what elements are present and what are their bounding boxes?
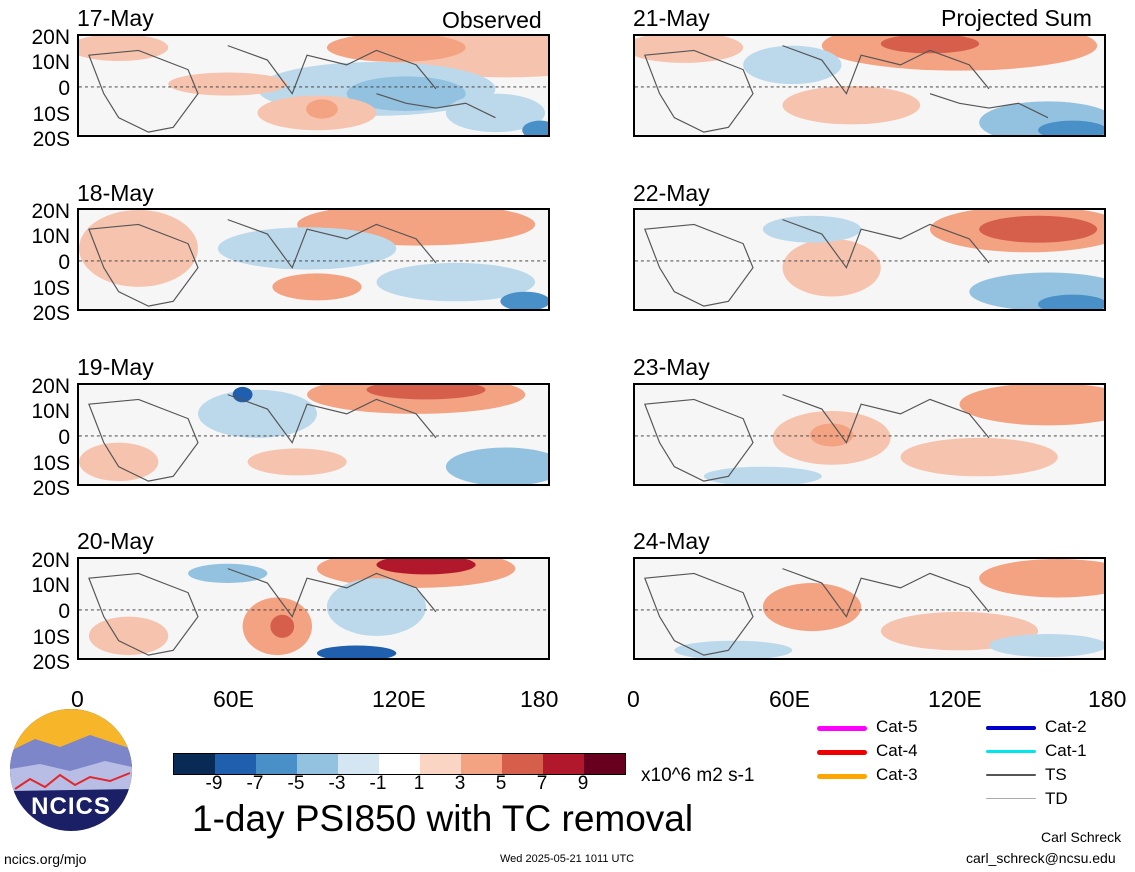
colorbar-units: x10^6 m2 s-1 xyxy=(641,765,755,786)
ts-swatch xyxy=(986,774,1036,776)
lon-label: 0 xyxy=(627,686,640,712)
footer-email: carl_schreck@ncsu.edu xyxy=(966,850,1116,866)
lon-label: 120E xyxy=(372,686,426,712)
footer-timestamp: Wed 2025-05-21 1011 UTC xyxy=(500,853,635,865)
colorbar-tick: -5 xyxy=(287,773,305,794)
lon-label: 60E xyxy=(213,686,254,712)
lat-label: 0 xyxy=(58,426,70,449)
lon-label: 180 xyxy=(1088,686,1127,712)
panel-tag-observed: Observed xyxy=(442,7,542,33)
lat-label: 10S xyxy=(32,103,70,126)
lat-label: 10N xyxy=(31,400,70,423)
map-panel xyxy=(633,208,1106,311)
legend-cat2: Cat-2 xyxy=(1045,717,1087,736)
legend-ts: TS xyxy=(1045,765,1067,784)
map-panel xyxy=(77,34,550,137)
panel-date-right-0: 21-May xyxy=(633,5,710,31)
lat-label: 10S xyxy=(32,452,70,475)
panel-date-right-3: 24-May xyxy=(633,528,710,554)
lat-label: 0 xyxy=(58,251,70,274)
lat-label: 10N xyxy=(31,225,70,248)
colorbar-tick: -1 xyxy=(369,773,387,794)
panel-tag-projected: Projected Sum xyxy=(941,5,1092,31)
lat-label: 20N xyxy=(31,375,70,398)
logo-text: NCICS xyxy=(31,793,111,820)
map-panel xyxy=(77,208,550,311)
panel-date-left-3: 20-May xyxy=(77,528,154,554)
cat2-swatch xyxy=(986,726,1036,730)
lat-label: 20N xyxy=(31,200,70,223)
legend-cat5: Cat-5 xyxy=(876,717,918,736)
lon-label: 60E xyxy=(769,686,810,712)
colorbar-swatch xyxy=(502,754,543,774)
cat4-swatch xyxy=(817,750,867,755)
colorbar-tick: -9 xyxy=(205,773,223,794)
colorbar-swatch xyxy=(379,754,420,774)
colorbar-swatch xyxy=(297,754,338,774)
panel-date-left-2: 19-May xyxy=(77,354,154,380)
panel-date-left-0: 17-May xyxy=(77,5,154,31)
cat3-swatch xyxy=(817,774,867,779)
map-panel xyxy=(77,383,550,486)
colorbar-swatch xyxy=(338,754,379,774)
figure-title: 1-day PSI850 with TC removal xyxy=(192,798,694,839)
td-swatch xyxy=(986,798,1036,799)
colorbar-tick: 3 xyxy=(454,773,466,794)
panel-date-right-1: 22-May xyxy=(633,180,710,206)
lon-label: 120E xyxy=(928,686,982,712)
lat-label: 0 xyxy=(58,600,70,623)
map-panel xyxy=(77,557,550,660)
ncics-logo: NCICS xyxy=(10,709,132,831)
colorbar-tick: -7 xyxy=(246,773,264,794)
footer-url: ncics.org/mjo xyxy=(4,851,87,867)
colorbar-swatch xyxy=(174,754,215,774)
lat-label: 20S xyxy=(32,128,70,151)
legend-td: TD xyxy=(1045,789,1068,808)
colorbar-tick: 9 xyxy=(577,773,589,794)
legend-cat4: Cat-4 xyxy=(876,741,918,760)
map-panel xyxy=(633,34,1106,137)
legend-cat3: Cat-3 xyxy=(876,765,918,784)
colorbar-tick: 7 xyxy=(536,773,548,794)
lat-label: 20S xyxy=(32,651,70,674)
map-panel xyxy=(633,557,1106,660)
footer-author: Carl Schreck xyxy=(1041,829,1122,845)
panel-date-left-1: 18-May xyxy=(77,180,154,206)
panel-date-right-2: 23-May xyxy=(633,354,710,380)
lat-label: 20S xyxy=(32,477,70,500)
legend-cat1: Cat-1 xyxy=(1045,741,1087,760)
lat-label: 10S xyxy=(32,277,70,300)
lat-label: 20N xyxy=(31,549,70,572)
lat-label: 10N xyxy=(31,51,70,74)
lon-label: 180 xyxy=(520,686,559,712)
lat-label: 0 xyxy=(58,77,70,100)
map-panel xyxy=(633,383,1106,486)
colorbar-swatch xyxy=(215,754,256,774)
colorbar-swatch xyxy=(584,754,625,774)
colorbar-swatch xyxy=(461,754,502,774)
colorbar-tick: 1 xyxy=(413,773,425,794)
cat1-swatch xyxy=(986,750,1036,753)
colorbar-tick: -3 xyxy=(328,773,346,794)
lat-label: 20S xyxy=(32,302,70,325)
colorbar xyxy=(173,753,626,775)
cat5-swatch xyxy=(817,726,867,731)
lon-label: 0 xyxy=(71,686,84,712)
lat-label: 20N xyxy=(31,26,70,49)
colorbar-tick: 5 xyxy=(495,773,507,794)
colorbar-swatch xyxy=(420,754,461,774)
lat-label: 10N xyxy=(31,574,70,597)
colorbar-swatch xyxy=(256,754,297,774)
colorbar-swatch xyxy=(543,754,584,774)
lat-label: 10S xyxy=(32,626,70,649)
